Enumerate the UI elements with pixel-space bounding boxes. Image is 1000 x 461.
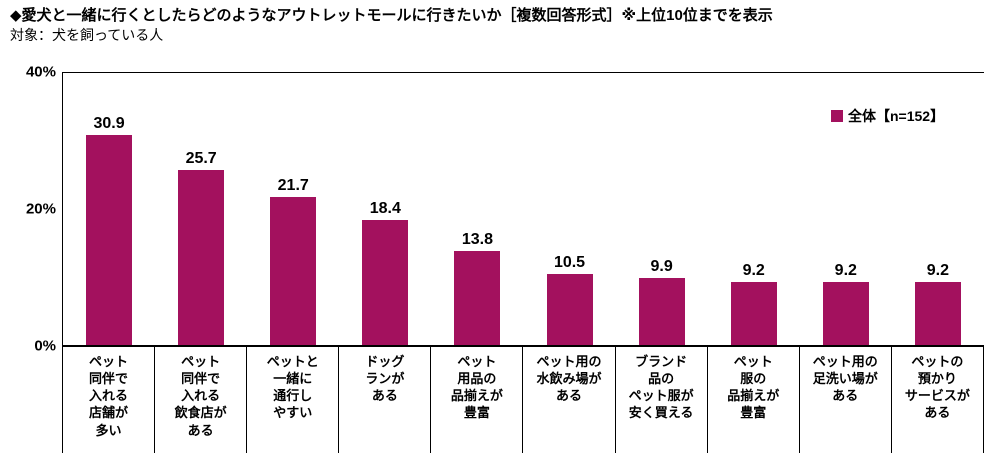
bar-value-label: 10.5 [553,253,586,271]
bar [638,277,685,345]
bar [178,170,225,345]
category-label: ペット 服の 品揃えが 豊富 [708,347,800,453]
bar [914,282,961,345]
bar-slot: 9.2 [892,73,984,345]
bar-slot: 9.9 [616,73,708,345]
bar-value-label: 25.7 [185,150,217,168]
bar [730,282,777,345]
bar-slot: 30.9 [63,73,155,345]
legend-swatch-icon [831,110,843,122]
bar-value-label: 9.2 [926,262,950,280]
bars-container: 30.9 25.7 21.7 18.4 13.8 10.5 9.9 9.2 9.2 9.2 [63,73,984,345]
category-label: ブランド 品の ペット服が 安く買える [616,347,708,453]
bar-value-label: 13.8 [461,231,493,249]
bar [270,197,317,345]
x-axis-labels: ペット 同伴で 入れる 店舗が 多い ペット 同伴で 入れる 飲食店が ある ペット… [62,347,984,453]
bar-value-label: 30.9 [93,114,125,132]
bar [546,273,593,345]
bar [454,251,501,345]
legend-label: 全体【n=152】 [848,108,945,124]
category-label: ペットと 一緒に 通行し やすい [247,347,340,453]
chart-header: ◆愛犬と一緒に行くとしたらどのようなアウトレットモールに行きたいか［複数回答形式… [10,6,773,45]
bar-value-label: 9.2 [742,262,765,280]
category-label: ドッグ ランが ある [339,347,432,453]
bar-value-label: 9.2 [834,262,857,280]
plot-area: 30.9 25.7 21.7 18.4 13.8 10.5 9.9 9.2 9.2 9.2 全体【… [62,72,984,347]
category-label: ペット 同伴で 入れる 飲食店が ある [155,347,248,453]
bar-value-label: 18.4 [369,199,401,217]
legend: 全体【n=152】 [831,106,944,126]
y-tick-label-0: 0% [34,337,56,355]
category-label: ペット 用品の 品揃えが 豊富 [431,347,524,453]
category-label: ペット 同伴で 入れる 店舗が 多い [62,347,156,453]
bar-slot: 18.4 [339,73,431,345]
category-label: ペットの 預かり サービスが ある [892,347,984,453]
bar-slot: 25.7 [155,73,247,345]
category-label: ペット用の 水飲み場が ある [523,347,616,453]
bar [86,134,133,345]
bar-slot: 21.7 [247,73,339,345]
bar-slot: 9.2 [708,73,800,345]
bar-value-label: 9.9 [650,257,673,275]
y-tick-label-40: 40% [25,63,56,81]
category-label: ペット用の 足洗い場が ある [800,347,892,453]
chart-title: ◆愛犬と一緒に行くとしたらどのようなアウトレットモールに行きたいか［複数回答形式… [10,7,773,24]
bar-slot: 13.8 [431,73,523,345]
chart-subtitle: 対象：犬を飼っている人 [10,27,164,43]
y-tick-label-20: 20% [25,200,56,218]
bar-value-label: 21.7 [277,177,309,195]
bar-slot: 10.5 [523,73,615,345]
bar-slot: 9.2 [800,73,892,345]
bar [362,219,409,345]
bar [822,282,869,345]
